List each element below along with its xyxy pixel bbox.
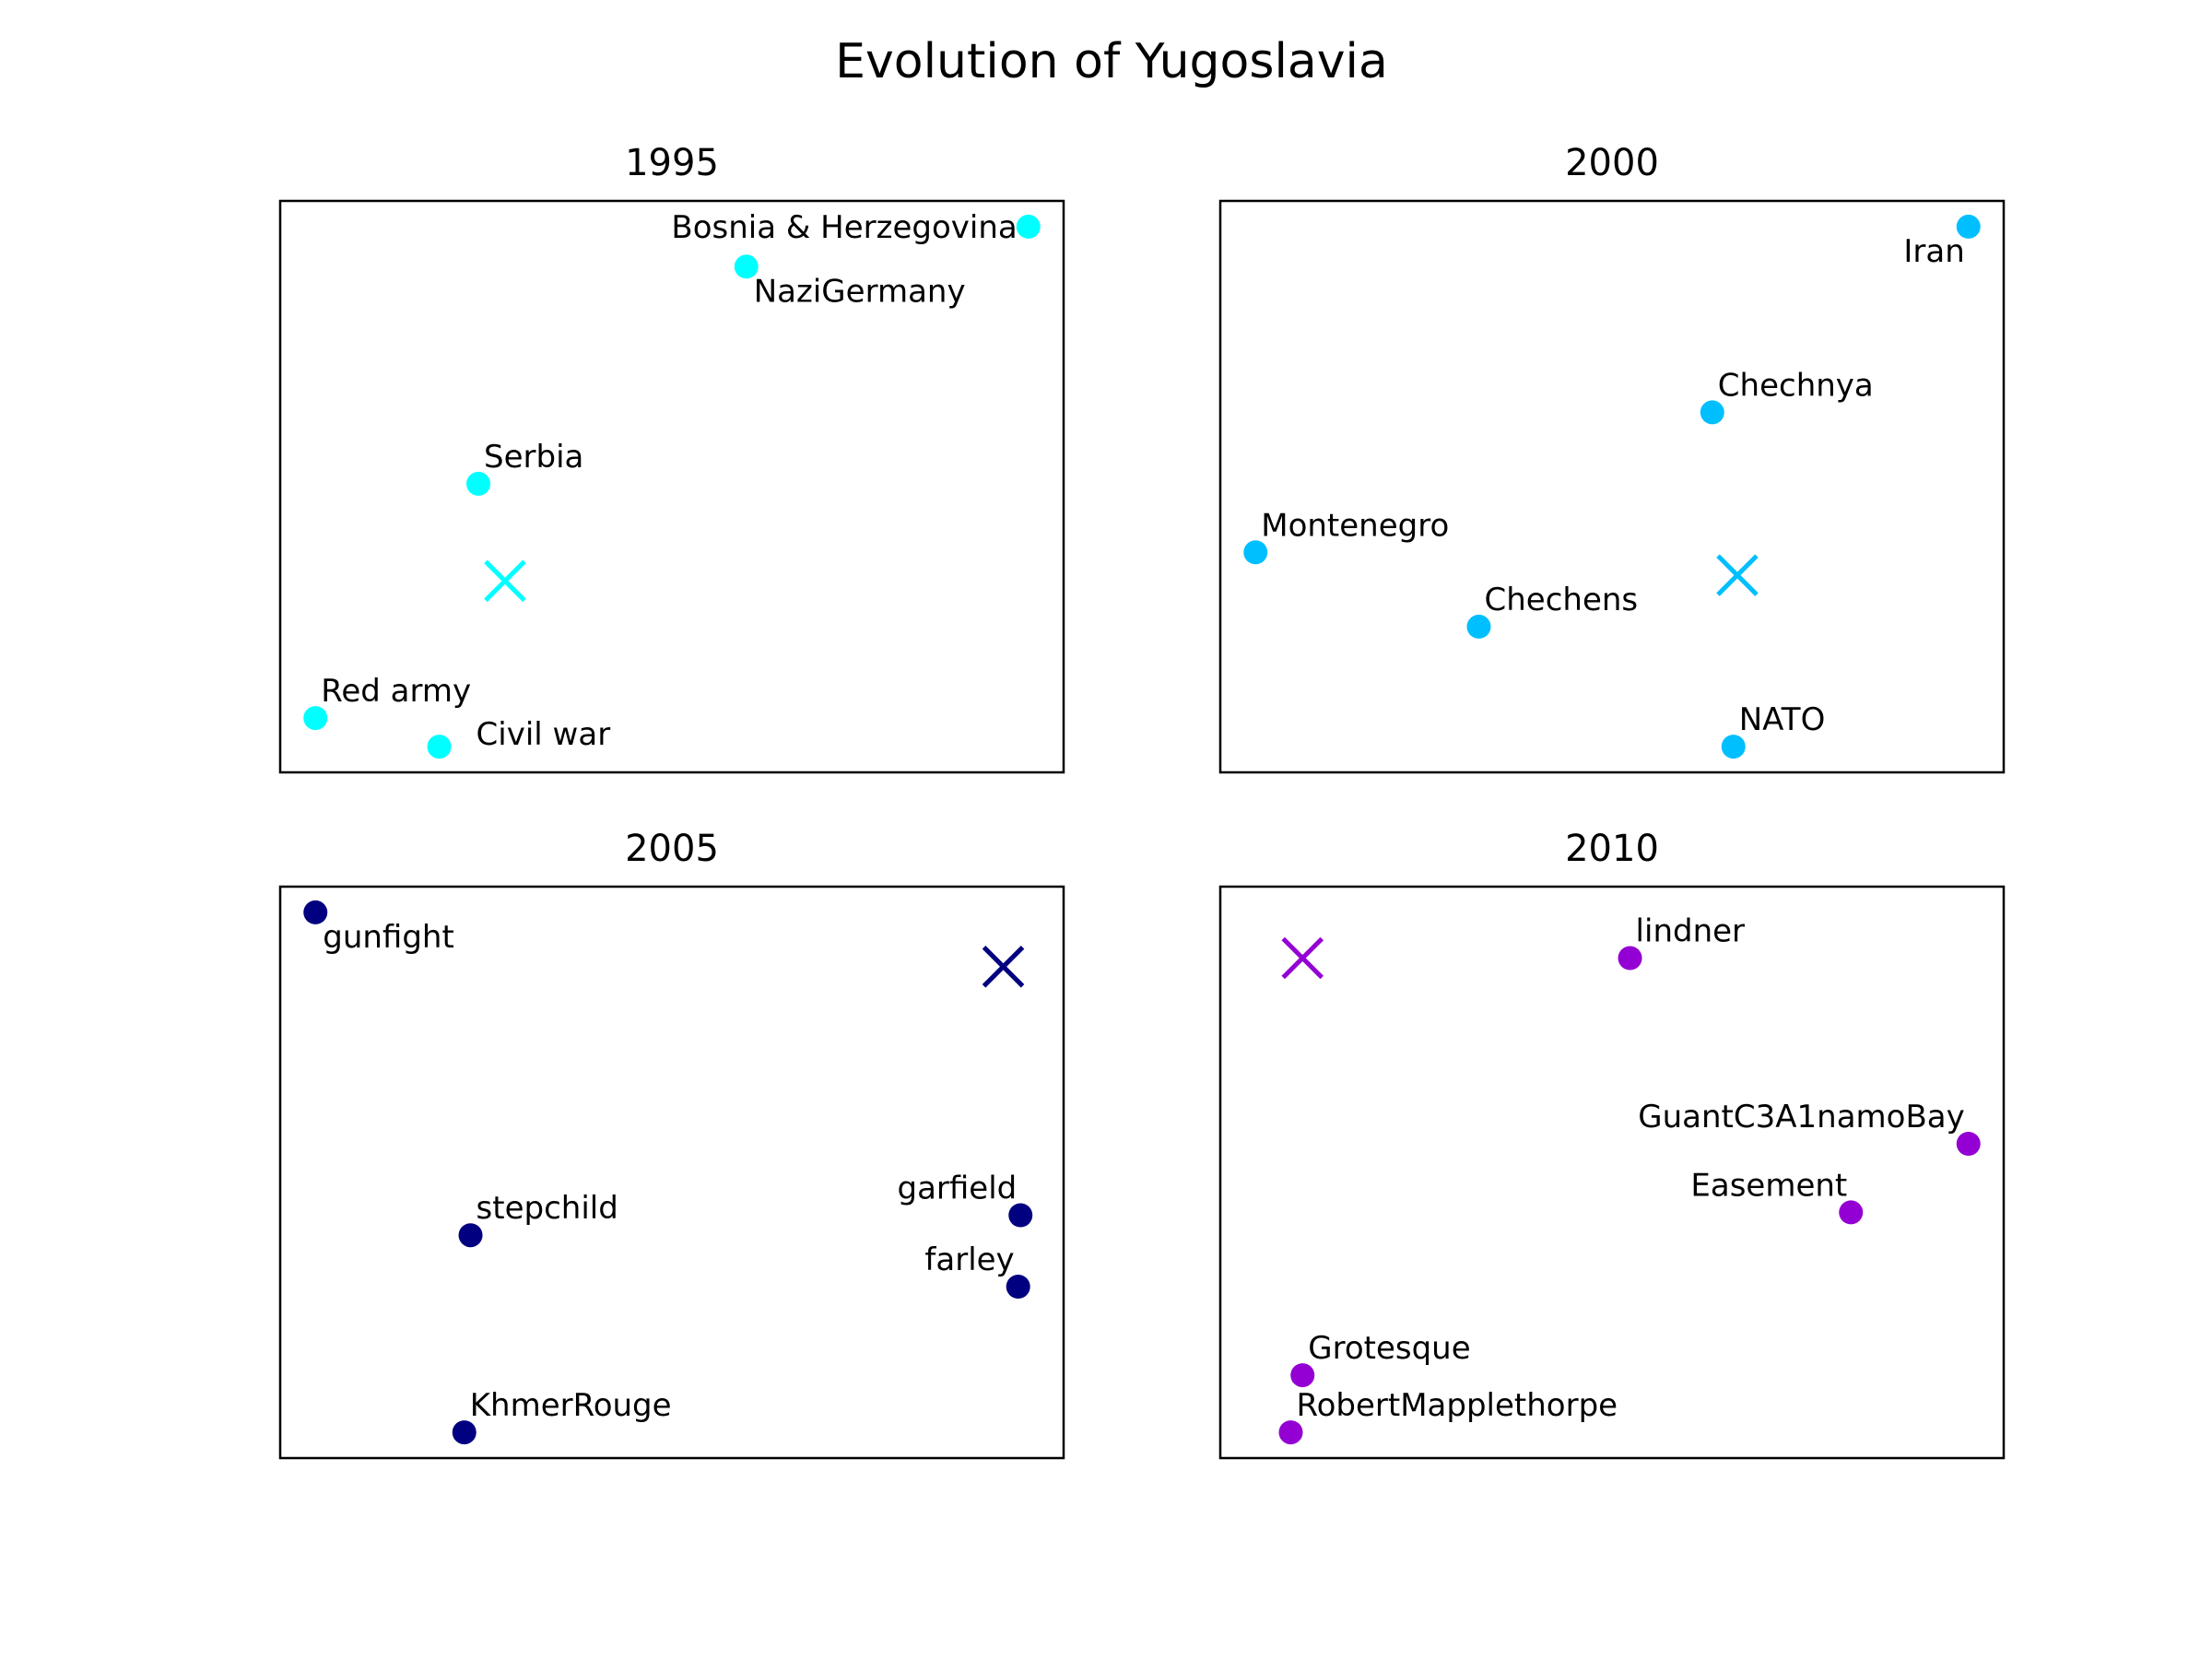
data-point bbox=[427, 735, 452, 759]
data-point bbox=[734, 254, 759, 279]
point-label: Easement bbox=[1690, 1167, 1847, 1204]
point-label: Red army bbox=[321, 673, 471, 710]
panel-frame bbox=[1218, 885, 2006, 1460]
panel-title: 2010 bbox=[1565, 828, 1659, 870]
panel-1995: 1995 Bosnia & Herzegovina NaziGermany Serbi… bbox=[278, 142, 1065, 774]
panel-frame bbox=[278, 199, 1065, 774]
panel-2005: 2005 gunfight stepchild garfield farley Khmer… bbox=[278, 828, 1065, 1460]
point-label: Serbia bbox=[484, 439, 583, 476]
data-point bbox=[1278, 1420, 1303, 1445]
point-label: farley bbox=[924, 1241, 1014, 1278]
point-label: Montenegro bbox=[1261, 507, 1449, 544]
panel-2000: 2000 Iran Chechnya Montenegro Chechens NATO bbox=[1218, 142, 2006, 774]
centroid-marker bbox=[484, 559, 526, 603]
point-label: Bosnia & Herzegovina bbox=[671, 209, 1017, 246]
panel-title: 1995 bbox=[625, 142, 719, 184]
point-label: Chechens bbox=[1485, 582, 1639, 618]
data-point bbox=[1618, 946, 1642, 971]
data-point bbox=[1243, 540, 1268, 565]
point-label: stepchild bbox=[477, 1190, 618, 1227]
point-label: Iran bbox=[1903, 233, 1964, 270]
panel-2010: 2010 lindner GuantC3A1namoBay Easement Grote… bbox=[1218, 828, 2006, 1460]
point-label: Chechnya bbox=[1718, 367, 1874, 404]
data-point bbox=[303, 706, 328, 731]
panel-frame bbox=[278, 885, 1065, 1460]
point-label: GuantC3A1namoBay bbox=[1638, 1099, 1964, 1135]
panel-title: 2000 bbox=[1565, 142, 1659, 184]
point-label: KhmerRouge bbox=[470, 1387, 672, 1424]
data-point bbox=[1008, 1203, 1033, 1228]
point-label: NATO bbox=[1739, 701, 1826, 738]
panels: 1995 Bosnia & Herzegovina NaziGermany Serbi… bbox=[278, 142, 2006, 1460]
data-point bbox=[1839, 1200, 1864, 1225]
data-point bbox=[1290, 1363, 1315, 1388]
data-point bbox=[303, 900, 328, 924]
data-point bbox=[1466, 614, 1491, 639]
centroid-marker bbox=[1281, 936, 1324, 980]
panel-title: 2005 bbox=[625, 828, 719, 870]
point-label: Grotesque bbox=[1308, 1330, 1470, 1367]
point-label: NaziGermany bbox=[754, 273, 966, 310]
centroid-marker bbox=[1716, 554, 1759, 596]
point-label: Civil war bbox=[477, 716, 611, 753]
data-point bbox=[458, 1223, 483, 1248]
data-point bbox=[1721, 735, 1746, 759]
point-label: lindner bbox=[1636, 913, 1745, 950]
point-label: garfield bbox=[897, 1171, 1017, 1207]
panel-frame bbox=[1218, 199, 2006, 774]
centroid-marker bbox=[982, 946, 1025, 988]
data-point bbox=[452, 1420, 477, 1445]
data-point bbox=[1006, 1275, 1030, 1299]
data-point bbox=[1700, 400, 1724, 425]
point-label: gunfight bbox=[323, 919, 454, 956]
data-point bbox=[1016, 214, 1041, 239]
data-point bbox=[1956, 214, 1981, 239]
data-point bbox=[466, 471, 491, 496]
data-point bbox=[1956, 1132, 1981, 1156]
figure-title: Evolution of Yugoslavia bbox=[835, 34, 1388, 89]
point-label: RobertMapplethorpe bbox=[1297, 1387, 1618, 1424]
